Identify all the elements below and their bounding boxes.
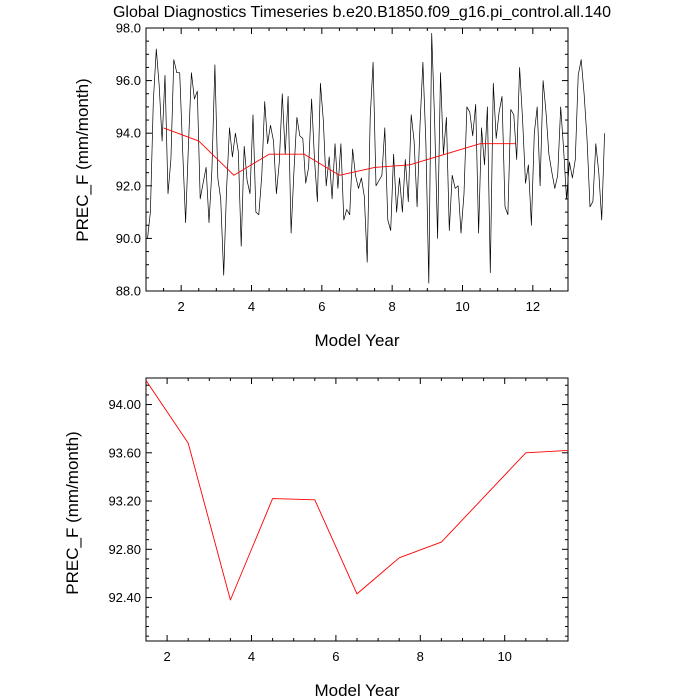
top-x-tick-label: 10: [455, 299, 469, 314]
bottom-y-tick-label: 92.40: [108, 590, 141, 605]
top-y-tick-label: 88.0: [116, 284, 141, 299]
bottom-y-tick-label: 93.20: [108, 494, 141, 509]
top-x-tick-label: 8: [389, 299, 396, 314]
top-x-tick-label: 12: [526, 299, 540, 314]
top-y-tick-label: 90.0: [116, 231, 141, 246]
bottom-y-tick-label: 92.80: [108, 542, 141, 557]
top-x-tick-label: 4: [248, 299, 255, 314]
top-panel: 2 4 6 8 10 12 88.0 90.0 92.0 94.0 96.0 98.0 Model Y…: [73, 21, 605, 350]
top-plot-frame: [145, 27, 569, 292]
chart-title: Global Diagnostics Timeseries b.e20.B185…: [113, 4, 611, 21]
bottom-x-tick-label: 2: [163, 649, 170, 664]
top-y-tick-label: 92.0: [116, 178, 141, 193]
top-y-tick-label: 96.0: [116, 73, 141, 88]
bottom-panel: 2 4 6 8 10 92.40 92.80 93.20 93.60 94.00 Model Ye…: [63, 377, 569, 700]
bottom-series-annual-mean: [145, 380, 569, 601]
bottom-y-tick-label: 94.00: [108, 397, 141, 412]
top-y-axis-label: PREC_F (mm/month): [73, 78, 92, 241]
top-y-tick-label: 98.0: [116, 21, 141, 36]
bottom-x-tick-label: 8: [417, 649, 424, 664]
top-x-tick-label: 6: [318, 299, 325, 314]
bottom-y-axis-label: PREC_F (mm/month): [63, 431, 82, 594]
bottom-x-tick-label: 10: [497, 649, 511, 664]
top-series: [147, 32, 605, 284]
top-x-axis-label: Model Year: [314, 331, 399, 350]
bottom-series: [145, 380, 569, 601]
bottom-x-axis-label: Model Year: [314, 681, 399, 700]
bottom-plot-frame: [145, 377, 569, 642]
top-series-monthly: [147, 32, 605, 284]
bottom-y-tick-label: 93.60: [108, 445, 141, 460]
bottom-ticks: 2 4 6 8 10 92.40 92.80 93.20 93.60 94.00: [108, 378, 569, 664]
top-x-tick-label: 2: [178, 299, 185, 314]
top-series-annual-mean: [163, 127, 516, 176]
top-y-tick-label: 94.0: [116, 126, 141, 141]
top-ticks: 2 4 6 8 10 12 88.0 90.0 92.0 94.0 96.0 98.0: [116, 21, 569, 314]
bottom-x-tick-label: 4: [248, 649, 255, 664]
bottom-x-tick-label: 6: [332, 649, 339, 664]
